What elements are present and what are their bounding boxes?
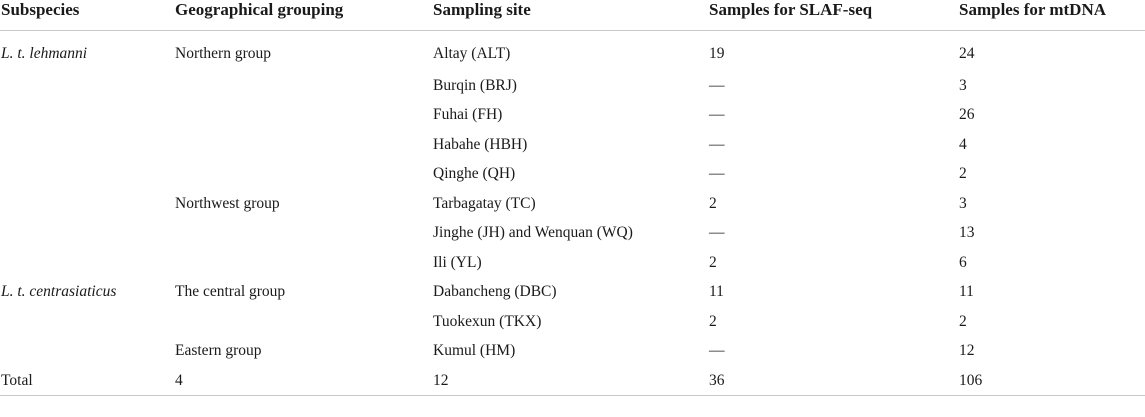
cell-slaf: —: [709, 165, 725, 183]
header-geographical-grouping: Geographical grouping: [174, 0, 432, 31]
header-samples-slaf-seq: Samples for SLAF-seq: [708, 0, 958, 31]
total-site: 12: [432, 366, 708, 396]
cell-group: [174, 219, 432, 249]
cell-slaf: —: [709, 106, 725, 124]
total-slaf: 36: [708, 366, 958, 396]
cell-subspecies: [0, 189, 174, 219]
table-row: L. t. lehmanni Northern group Altay (ALT…: [0, 31, 1145, 72]
table-row: Qinghe (QH) — 2: [0, 160, 1145, 190]
cell-site: Burqin (BRJ): [433, 76, 517, 94]
cell-mtdna: 3: [959, 194, 967, 212]
cell-subspecies: [0, 130, 174, 160]
cell-mtdna: 11: [959, 283, 974, 301]
table-row: Tuokexun (TKX) 2 2: [0, 307, 1145, 337]
cell-mtdna: 13: [959, 224, 975, 242]
header-sampling-site: Sampling site: [432, 0, 708, 31]
total-mtdna: 106: [958, 366, 1145, 396]
cell-mtdna: 2: [959, 165, 967, 183]
cell-slaf: 2: [709, 312, 717, 330]
table-row: Northwest group Tarbagatay (TC) 2 3: [0, 189, 1145, 219]
cell-mtdna: 4: [959, 135, 967, 153]
cell-subspecies: [0, 71, 174, 101]
cell-group: Northern group: [175, 45, 271, 62]
cell-site: Kumul (HM): [433, 342, 516, 360]
cell-subspecies: [0, 101, 174, 131]
table-row: Eastern group Kumul (HM) — 12: [0, 337, 1145, 367]
cell-subspecies: [0, 248, 174, 278]
cell-site: Qinghe (QH): [433, 165, 516, 183]
table-row: Jinghe (JH) and Wenquan (WQ) — 13: [0, 219, 1145, 249]
cell-slaf: —: [709, 76, 725, 94]
table-row: Burqin (BRJ) — 3: [0, 71, 1145, 101]
total-row: Total 4 12 36 106: [0, 366, 1145, 396]
cell-group: [174, 248, 432, 278]
cell-slaf: —: [709, 342, 725, 360]
cell-site: Dabancheng (DBC): [433, 283, 557, 301]
cell-group: [174, 160, 432, 190]
table-header: Subspecies Geographical grouping Samplin…: [0, 0, 1145, 31]
cell-slaf: 2: [709, 194, 717, 212]
cell-subspecies: [0, 219, 174, 249]
cell-group: [174, 130, 432, 160]
table-row: Ili (YL) 2 6: [0, 248, 1145, 278]
cell-slaf: 19: [709, 45, 725, 62]
header-subspecies: Subspecies: [0, 0, 174, 31]
cell-site: Jinghe (JH) and Wenquan (WQ): [433, 224, 633, 242]
cell-group: Eastern group: [175, 342, 262, 360]
cell-mtdna: 12: [959, 342, 975, 360]
cell-group: [174, 71, 432, 101]
table-row: L. t. centrasiaticus The central group D…: [0, 278, 1145, 308]
cell-mtdna: 2: [959, 312, 967, 330]
cell-subspecies: [0, 307, 174, 337]
cell-slaf: —: [709, 135, 725, 153]
cell-subspecies: [0, 160, 174, 190]
cell-mtdna: 26: [959, 106, 975, 124]
total-label: Total: [0, 366, 174, 396]
cell-site: Habahe (HBH): [433, 135, 528, 153]
cell-site: Fuhai (FH): [433, 106, 503, 124]
cell-group: [174, 101, 432, 131]
cell-subspecies: L. t. lehmanni: [1, 45, 88, 62]
cell-site: Tuokexun (TKX): [433, 312, 542, 330]
cell-mtdna: 6: [959, 253, 967, 271]
cell-slaf: 2: [709, 253, 717, 271]
cell-subspecies: L. t. centrasiaticus: [1, 283, 117, 301]
table-row: Fuhai (FH) — 26: [0, 101, 1145, 131]
cell-group: Northwest group: [175, 194, 280, 212]
cell-mtdna: 3: [959, 76, 967, 94]
total-group: 4: [174, 366, 432, 396]
cell-site: Ili (YL): [433, 253, 482, 271]
sampling-table: Subspecies Geographical grouping Samplin…: [0, 0, 1145, 396]
cell-site: Tarbagatay (TC): [433, 194, 536, 212]
cell-group: [174, 307, 432, 337]
table-row: Habahe (HBH) — 4: [0, 130, 1145, 160]
header-samples-mtdna: Samples for mtDNA: [958, 0, 1145, 31]
cell-slaf: —: [709, 224, 725, 242]
header-row: Subspecies Geographical grouping Samplin…: [0, 0, 1145, 31]
cell-group: The central group: [175, 283, 286, 301]
cell-slaf: 11: [709, 283, 724, 301]
table-body: L. t. lehmanni Northern group Altay (ALT…: [0, 31, 1145, 396]
cell-site: Altay (ALT): [433, 45, 511, 62]
cell-mtdna: 24: [959, 45, 975, 62]
cell-subspecies: [0, 337, 174, 367]
